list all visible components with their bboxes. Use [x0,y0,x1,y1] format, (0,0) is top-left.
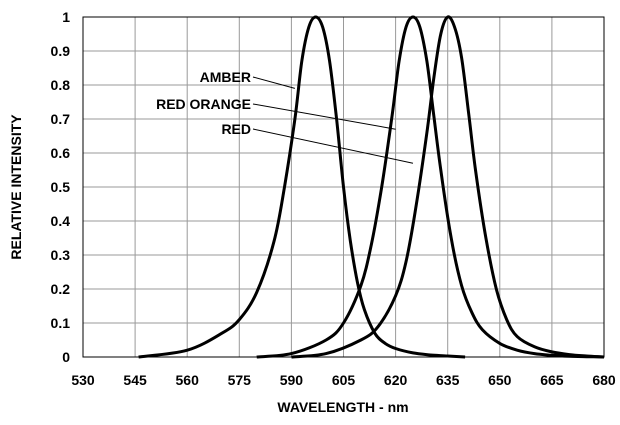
plot-frame [82,16,605,358]
x-tick-label: 560 [176,372,200,388]
annotation-label-amber: AMBER [200,69,251,85]
y-tick-label: 0.7 [51,111,71,127]
x-tick-label: 590 [280,372,304,388]
x-tick-label: 635 [436,372,460,388]
y-tick-label: 0.2 [51,281,71,297]
y-tick-label: 0 [62,349,70,365]
x-tick-label: 530 [71,372,95,388]
y-tick-label: 0.3 [51,247,71,263]
x-tick-label: 650 [488,372,512,388]
x-tick-labels: 530 545 560 575 590 605 620 635 650 665 680 [71,372,616,388]
y-tick-label: 0.8 [51,77,71,93]
x-tick-label: 545 [123,372,147,388]
annotation-leader-red-orange [252,103,396,130]
x-tick-label: 620 [384,372,408,388]
series-layer [138,15,605,359]
y-tick-label: 0.1 [51,315,71,331]
series-line-amber [138,15,466,359]
x-tick-label: 680 [592,372,616,388]
y-tick-label: 1 [62,9,70,25]
x-tick-label: 665 [540,372,564,388]
annotation-label-red: RED [221,121,251,137]
x-tick-label: 575 [228,372,252,388]
annotation-leader-red [252,128,414,164]
y-tick-labels: 0 0.1 0.2 0.3 0.4 0.5 0.6 0.7 0.8 0.9 1 [51,9,71,365]
series-line-red [291,15,605,359]
y-axis-title: RELATIVE INTENSITY [8,114,24,260]
y-tick-label: 0.4 [51,213,71,229]
y-tick-label: 0.6 [51,145,71,161]
y-tick-label: 0.9 [51,43,71,59]
x-tick-label: 605 [332,372,356,388]
x-axis-title: WAVELENGTH - nm [277,399,408,415]
annotation-layer: AMBER RED ORANGE RED [156,69,414,164]
y-tick-label: 0.5 [51,179,71,195]
series-line-red-orange [256,15,605,359]
annotation-leader-amber [252,76,296,89]
annotation-label-red-orange: RED ORANGE [156,96,251,112]
